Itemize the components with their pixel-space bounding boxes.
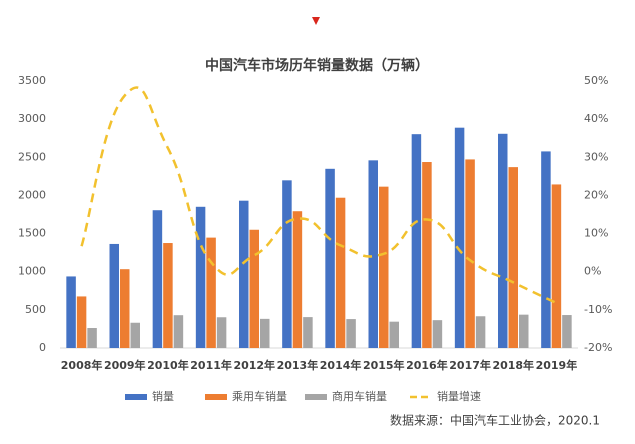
bar	[411, 134, 422, 348]
legend-swatch	[125, 394, 147, 400]
legend-swatch	[205, 394, 227, 400]
y-tick-label: 3000	[18, 112, 46, 125]
bar	[519, 314, 529, 348]
bar	[379, 186, 389, 348]
y2-tick-label: 10%	[584, 227, 608, 240]
y-tick-label: 0	[39, 341, 46, 354]
y2-tick-label: -20%	[584, 341, 612, 354]
source-note: 数据来源：中国汽车工业协会，2020.1	[390, 413, 600, 428]
bar	[120, 269, 130, 348]
bar	[163, 243, 173, 348]
legend-label: 销量	[152, 389, 174, 403]
y-tick-label: 2500	[18, 150, 46, 163]
x-tick-label: 2014年	[320, 358, 362, 372]
x-tick-label: 2013年	[277, 358, 319, 372]
bar	[508, 167, 518, 348]
y2-tick-label: 40%	[584, 112, 608, 125]
bar	[551, 184, 562, 348]
bar	[389, 321, 399, 348]
y2-tick-label: 50%	[584, 74, 608, 87]
legend-swatch	[305, 394, 327, 400]
legend-label: 销量增速	[437, 389, 481, 403]
bar	[303, 317, 313, 348]
x-tick-label: 2008年	[61, 358, 103, 372]
x-tick-label: 2010年	[147, 358, 189, 372]
bar	[465, 159, 475, 348]
y2-tick-label: -10%	[584, 303, 612, 316]
bar	[173, 315, 184, 348]
x-tick-label: 2009年	[104, 358, 146, 372]
indicator-arrow	[312, 17, 320, 25]
x-tick-label: 2017年	[449, 358, 491, 372]
growth-line	[80, 86, 557, 305]
bar	[432, 320, 443, 348]
y-tick-label: 1000	[18, 265, 46, 278]
bar	[335, 197, 346, 348]
x-tick-label: 2019年	[536, 358, 578, 372]
bar	[66, 276, 76, 348]
bar	[109, 243, 119, 348]
bar	[368, 160, 378, 348]
y-tick-label: 1500	[18, 227, 46, 240]
bar	[498, 133, 508, 348]
y2-tick-label: 30%	[584, 150, 608, 163]
y2-tick-label: 0%	[584, 265, 601, 278]
bar	[325, 168, 335, 348]
y-tick-label: 3500	[18, 74, 46, 87]
bar	[239, 200, 249, 348]
bar	[260, 318, 270, 348]
bar	[87, 328, 97, 348]
bar	[216, 317, 227, 348]
bar	[292, 211, 303, 348]
y-tick-label: 2000	[18, 188, 46, 201]
bar	[152, 210, 163, 348]
bar	[562, 315, 572, 348]
bar	[249, 229, 259, 348]
legend-label: 乘用车销量	[232, 389, 287, 403]
bar	[422, 162, 432, 348]
chart-title: 中国汽车市场历年销量数据（万辆）	[205, 57, 429, 74]
bar	[475, 316, 486, 348]
legend-label: 商用车销量	[332, 389, 387, 403]
y-tick-label: 500	[25, 303, 46, 316]
x-tick-label: 2012年	[233, 358, 275, 372]
bar	[206, 237, 216, 348]
x-tick-label: 2018年	[492, 358, 534, 372]
x-tick-label: 2015年	[363, 358, 405, 372]
bar	[282, 180, 292, 348]
bar	[76, 296, 87, 348]
bar	[454, 127, 465, 348]
bar	[541, 151, 551, 348]
x-tick-label: 2016年	[406, 358, 448, 372]
x-tick-label: 2011年	[190, 358, 232, 372]
bar	[195, 206, 206, 348]
y2-tick-label: 20%	[584, 188, 608, 201]
bar	[346, 319, 356, 348]
bar	[130, 322, 140, 348]
